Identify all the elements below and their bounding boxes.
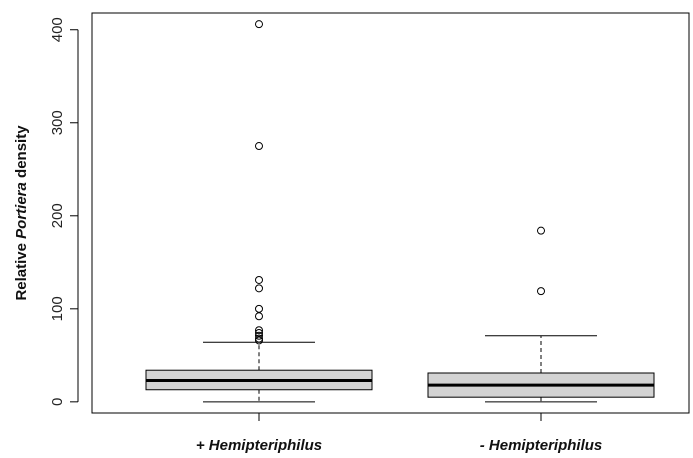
outlier-point xyxy=(255,336,263,345)
box-group xyxy=(145,20,373,403)
box-series xyxy=(145,20,655,403)
y-axis: 0 100 200 300 400 xyxy=(49,17,79,406)
y-axis-title-prefix: Relative xyxy=(13,239,30,301)
y-tick-label: 200 xyxy=(49,203,66,228)
outlier-point xyxy=(255,304,263,313)
outlier-point xyxy=(255,331,263,340)
outlier-point xyxy=(537,226,545,235)
plot-frame xyxy=(91,12,690,414)
y-axis-title: Relative Portiera density xyxy=(13,125,30,301)
x-tick-label: + Hemipteriphilus xyxy=(196,437,322,453)
y-axis-title-suffix: density xyxy=(13,125,30,182)
x-axis: + Hemipteriphilus - Hemipteriphilus xyxy=(196,413,603,454)
outlier-point xyxy=(537,287,545,296)
y-tick-label: 100 xyxy=(49,296,66,321)
y-axis-title-emphasis: Portiera xyxy=(13,182,30,239)
outlier-point xyxy=(255,275,263,284)
x-tick-label: - Hemipteriphilus xyxy=(480,437,603,453)
y-tick-label: 0 xyxy=(49,398,66,406)
y-tick-label: 400 xyxy=(49,17,66,42)
outlier-point xyxy=(255,326,263,335)
y-tick-label: 300 xyxy=(49,110,66,135)
box-group xyxy=(427,226,655,403)
outlier-point xyxy=(255,20,263,29)
outlier-point xyxy=(255,142,263,151)
outlier-point xyxy=(255,312,263,321)
outlier-point xyxy=(255,284,263,293)
